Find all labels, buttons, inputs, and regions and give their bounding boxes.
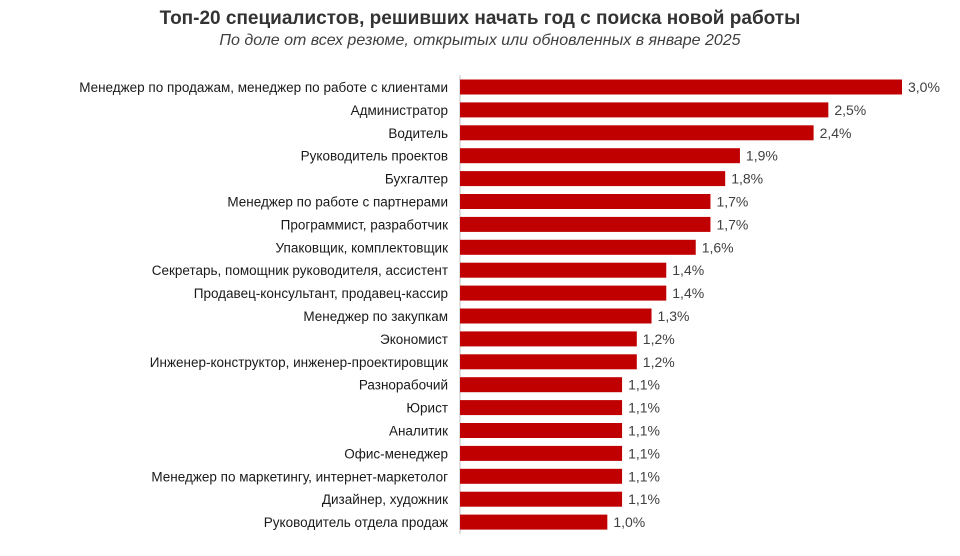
- category-label: Аналитик: [389, 424, 448, 439]
- data-label: 1,1%: [628, 468, 660, 484]
- category-label: Программист, разработчик: [281, 217, 448, 232]
- data-label: 1,1%: [628, 491, 660, 507]
- bar: [460, 377, 623, 393]
- data-label: 1,4%: [672, 262, 704, 278]
- category-label: Дизайнер, художник: [322, 492, 448, 507]
- bar: [460, 423, 623, 438]
- data-label: 1,4%: [672, 285, 704, 301]
- data-label: 1,0%: [613, 514, 645, 530]
- data-label: 1,1%: [628, 445, 660, 461]
- data-label: 1,7%: [716, 216, 748, 232]
- data-label: 1,7%: [716, 194, 748, 210]
- data-label: 1,1%: [628, 423, 660, 439]
- category-label: Руководитель отдела продаж: [264, 515, 448, 530]
- bar: [460, 331, 637, 347]
- data-label: 1,3%: [658, 308, 690, 324]
- category-label: Менеджер по закупкам: [303, 309, 448, 324]
- bar: [460, 400, 623, 416]
- category-label: Администратор: [351, 103, 448, 118]
- data-label: 1,6%: [702, 239, 734, 255]
- category-label: Юрист: [406, 401, 448, 416]
- category-label: Продавец-консультант, продавец-кассир: [194, 286, 448, 301]
- category-label: Упаковщик, комплектовщик: [276, 240, 449, 255]
- category-label: Экономист: [380, 332, 448, 347]
- bar: [460, 194, 711, 209]
- category-label: Менеджер по маркетингу, интернет-маркето…: [151, 469, 448, 484]
- data-label: 1,2%: [643, 331, 675, 347]
- bar: [460, 125, 814, 141]
- data-label: 1,2%: [643, 354, 675, 370]
- chart-subtitle: По доле от всех резюме, открытых или обн…: [219, 32, 741, 49]
- bar: [460, 262, 667, 278]
- bar: [460, 468, 623, 484]
- bar: [460, 171, 726, 187]
- category-label: Офис-менеджер: [344, 446, 448, 461]
- bar: [460, 79, 902, 95]
- category-label: Руководитель проектов: [301, 149, 448, 164]
- bar: [460, 491, 623, 507]
- bar: [460, 285, 667, 301]
- data-label: 3,0%: [908, 79, 940, 95]
- bar: [460, 216, 711, 232]
- data-label: 2,5%: [834, 102, 866, 118]
- bar: [460, 514, 608, 530]
- data-label: 1,9%: [746, 148, 778, 164]
- category-label: Инженер-конструктор, инженер-проектировщ…: [150, 355, 448, 370]
- bar: [460, 148, 740, 164]
- bar: [460, 445, 623, 461]
- data-label: 2,4%: [820, 125, 852, 141]
- data-label: 1,8%: [731, 171, 763, 187]
- category-label: Секретарь, помощник руководителя, ассист…: [152, 263, 448, 278]
- category-label: Разнорабочий: [359, 378, 448, 393]
- bar: [460, 239, 696, 255]
- bar: [460, 308, 652, 324]
- category-label: Водитель: [388, 126, 448, 141]
- data-label: 1,1%: [628, 377, 660, 393]
- chart-title: Топ-20 специалистов, решивших начать год…: [159, 8, 801, 29]
- category-label: Менеджер по работе с партнерами: [227, 195, 448, 210]
- data-label: 1,1%: [628, 400, 660, 416]
- bar: [460, 102, 829, 118]
- category-label: Менеджер по продажам, менеджер по работе…: [79, 80, 448, 95]
- bar: [460, 354, 637, 370]
- category-label: Бухгалтер: [385, 172, 448, 187]
